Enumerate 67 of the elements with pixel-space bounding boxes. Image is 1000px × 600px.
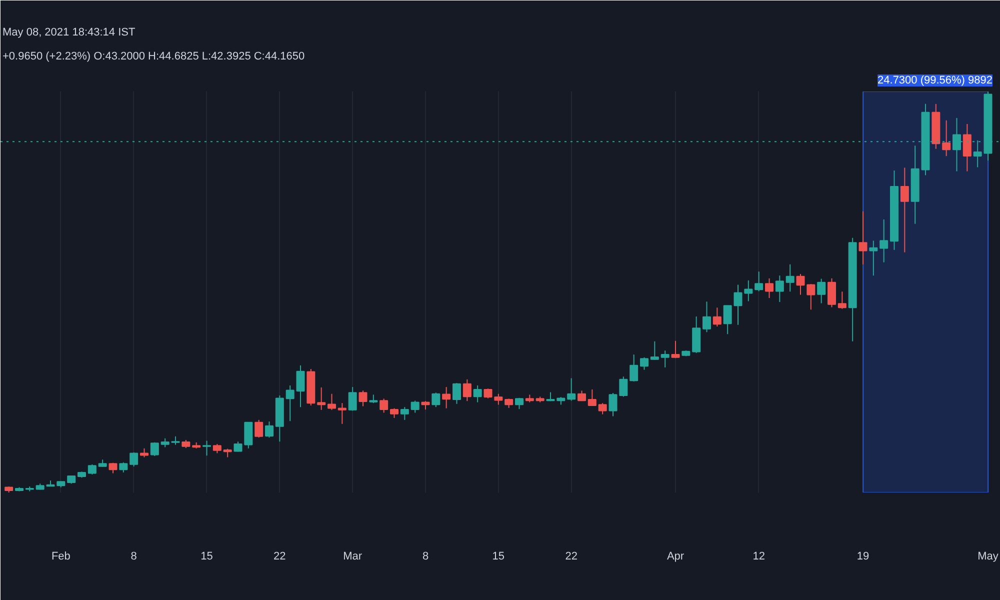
candlestick bbox=[265, 421, 274, 438]
candlestick bbox=[494, 393, 503, 406]
x-tick-label: 22 bbox=[565, 550, 578, 562]
x-tick-label: Apr bbox=[666, 550, 684, 562]
x-tick-label: 19 bbox=[856, 550, 870, 562]
candlestick bbox=[723, 305, 732, 335]
candlestick bbox=[504, 398, 514, 408]
candlestick bbox=[254, 419, 264, 438]
candlestick bbox=[462, 378, 472, 402]
x-tick-label: Mar bbox=[343, 550, 362, 562]
candlestick bbox=[380, 398, 388, 414]
candlestick bbox=[702, 301, 711, 333]
candlestick bbox=[202, 440, 211, 456]
text: +0.9650 (+2.23%) O:43.2000 H:44.6825 L:42.3925 C:44.1650 bbox=[2, 50, 305, 62]
candlestick bbox=[817, 278, 826, 304]
candlestick bbox=[130, 452, 138, 467]
candlestick bbox=[880, 218, 888, 263]
candlestick bbox=[358, 390, 368, 407]
candlestick bbox=[775, 275, 784, 303]
candlestick bbox=[962, 123, 972, 172]
candlestick bbox=[671, 340, 680, 359]
candlestick bbox=[640, 356, 648, 370]
candlestick bbox=[900, 167, 909, 253]
candlestick bbox=[942, 120, 951, 157]
candlestick bbox=[88, 464, 96, 475]
candlestick bbox=[296, 364, 305, 408]
band-label: 24.7300 (99.56%) 9892 bbox=[878, 74, 993, 86]
candlestick bbox=[212, 443, 222, 454]
candlestick bbox=[390, 408, 398, 418]
candlestick bbox=[786, 264, 794, 292]
candlestick bbox=[712, 307, 722, 327]
x-tick-label: 8 bbox=[422, 550, 429, 562]
x-tick-label: 8 bbox=[130, 550, 137, 562]
x-tick-label: 12 bbox=[752, 550, 765, 562]
candlestick bbox=[630, 354, 638, 382]
candlestick bbox=[650, 340, 659, 360]
candlestick bbox=[119, 462, 128, 473]
candlestick bbox=[317, 386, 326, 410]
x-tick-label: Feb bbox=[51, 550, 70, 562]
candlestick bbox=[484, 388, 492, 399]
x-tick-label: 15 bbox=[200, 550, 213, 562]
candlestick bbox=[473, 384, 482, 403]
candlestick bbox=[828, 278, 836, 308]
candlestick bbox=[400, 406, 409, 420]
candlestick bbox=[348, 386, 357, 412]
candlestick bbox=[328, 393, 336, 410]
candlestick bbox=[432, 392, 440, 408]
candlestick bbox=[692, 316, 701, 354]
candlestick bbox=[567, 378, 576, 402]
candlestick bbox=[869, 240, 878, 276]
candlestick bbox=[410, 400, 420, 414]
candlestick bbox=[588, 388, 596, 406]
candlestick bbox=[286, 384, 294, 422]
candlestick bbox=[754, 271, 764, 292]
x-tick-label: May bbox=[978, 550, 999, 562]
candlestick bbox=[765, 278, 774, 299]
candlestick bbox=[452, 382, 461, 404]
text: May 08, 2021 18:43:14 IST bbox=[2, 26, 136, 38]
candlestick bbox=[660, 350, 670, 368]
x-tick-label: 22 bbox=[274, 550, 286, 562]
candlestick bbox=[838, 291, 846, 310]
candlestick bbox=[598, 402, 607, 415]
candlestick bbox=[442, 386, 451, 409]
candlestick bbox=[858, 210, 868, 265]
candlestick bbox=[338, 402, 346, 424]
x-tick-label: 15 bbox=[492, 550, 505, 562]
candlestick bbox=[150, 442, 159, 457]
